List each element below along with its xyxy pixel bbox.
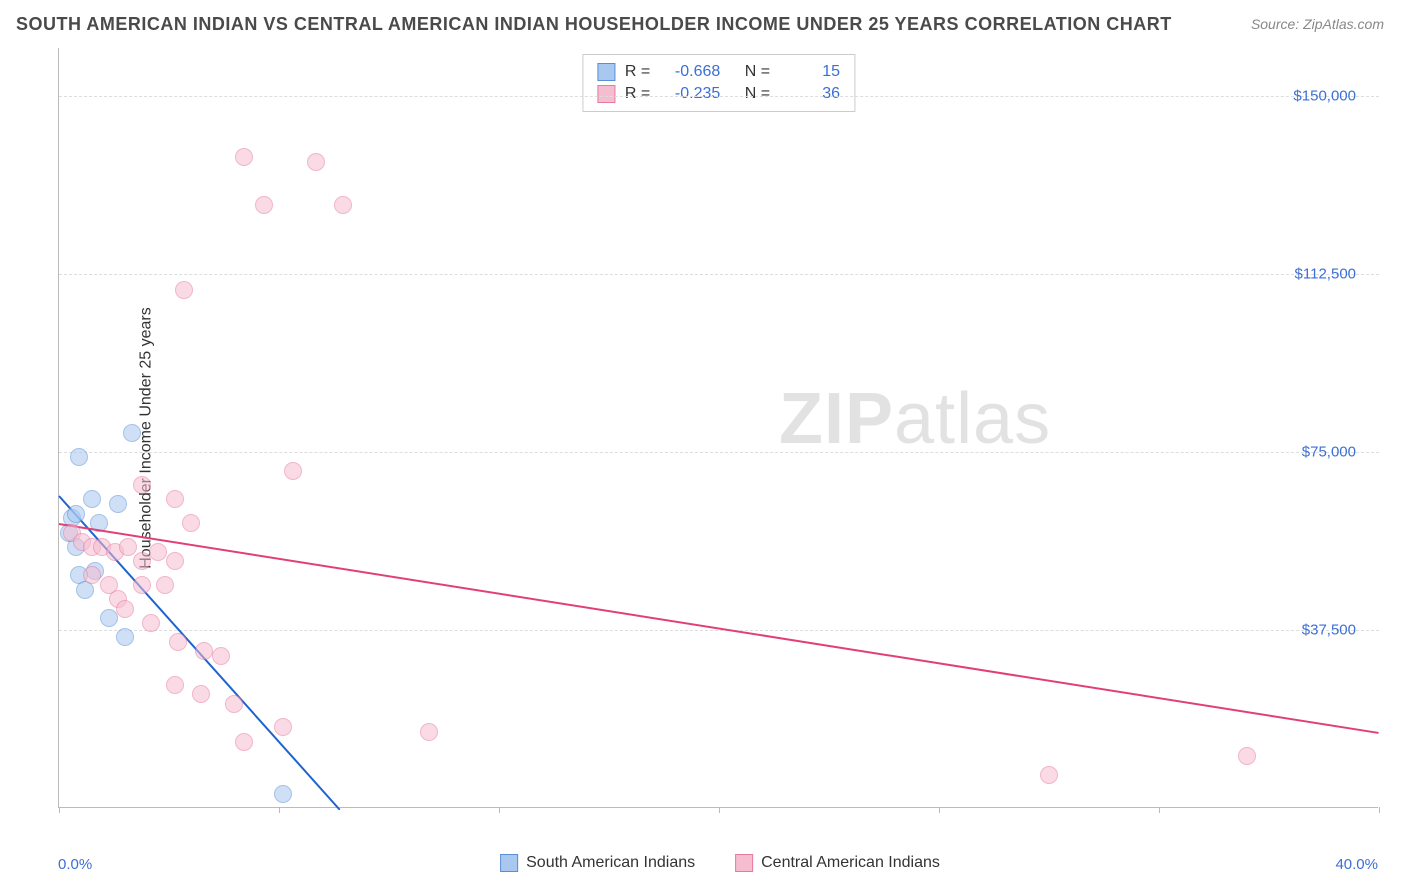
watermark: ZIPatlas [779,378,1051,460]
data-point [235,733,253,751]
gridline [59,630,1379,631]
legend-swatch-0 [597,63,615,81]
r-value-0: -0.668 [660,61,720,83]
legend-swatch-bottom-0 [500,854,518,872]
x-tick [59,807,60,813]
series-name-1: Central American Indians [761,854,940,872]
data-point [142,614,160,632]
data-point [1040,766,1058,784]
gridline [59,274,1379,275]
legend-swatch-1 [597,85,615,103]
data-point [166,676,184,694]
plot-area: ZIPatlas R = -0.668 N = 15 R = -0.235 N … [58,48,1378,808]
data-point [1238,747,1256,765]
data-point [133,476,151,494]
chart-title: SOUTH AMERICAN INDIAN VS CENTRAL AMERICA… [16,14,1172,35]
data-point [175,281,193,299]
r-label-0: R = [625,61,650,83]
data-point [100,609,118,627]
legend-series: South American Indians Central American … [500,854,940,872]
legend-item-0: South American Indians [500,854,695,872]
data-point [334,196,352,214]
data-point [182,514,200,532]
data-point [109,495,127,513]
r-value-1: -0.235 [660,83,720,105]
data-point [166,490,184,508]
data-point [284,462,302,480]
gridline [59,96,1379,97]
data-point [235,148,253,166]
x-max-label: 40.0% [1335,856,1378,873]
data-point [212,647,230,665]
n-value-0: 15 [780,61,840,83]
data-point [225,695,243,713]
x-tick [499,807,500,813]
legend-stats: R = -0.668 N = 15 R = -0.235 N = 36 [582,54,855,112]
data-point [133,552,151,570]
data-point [119,538,137,556]
watermark-zip: ZIP [779,379,894,459]
source-credit: Source: ZipAtlas.com [1251,16,1384,32]
source-label: Source: [1251,16,1299,32]
trendline-1 [59,523,1379,734]
legend-stats-row-0: R = -0.668 N = 15 [597,61,840,83]
data-point [169,633,187,651]
x-min-label: 0.0% [58,856,92,873]
data-point [274,718,292,736]
x-tick [1159,807,1160,813]
n-label-1: N = [745,83,770,105]
data-point [70,448,88,466]
r-label-1: R = [625,83,650,105]
data-point [133,576,151,594]
legend-swatch-bottom-1 [735,854,753,872]
data-point [307,153,325,171]
data-point [274,785,292,803]
y-tick-label: $37,500 [1302,621,1356,638]
x-tick [1379,807,1380,813]
data-point [116,628,134,646]
data-point [123,424,141,442]
source-value: ZipAtlas.com [1303,16,1384,32]
chart-container: Householder Income Under 25 years ZIPatl… [50,48,1390,828]
data-point [255,196,273,214]
data-point [149,543,167,561]
data-point [116,600,134,618]
data-point [156,576,174,594]
y-tick-label: $75,000 [1302,443,1356,460]
data-point [166,552,184,570]
x-tick [719,807,720,813]
data-point [67,505,85,523]
n-value-1: 36 [780,83,840,105]
data-point [420,723,438,741]
x-tick [279,807,280,813]
data-point [192,685,210,703]
legend-item-1: Central American Indians [735,854,940,872]
gridline [59,452,1379,453]
data-point [83,566,101,584]
watermark-atlas: atlas [894,379,1051,459]
data-point [83,490,101,508]
n-label-0: N = [745,61,770,83]
series-name-0: South American Indians [526,854,695,872]
data-point [195,642,213,660]
y-tick-label: $150,000 [1293,87,1356,104]
legend-stats-row-1: R = -0.235 N = 36 [597,83,840,105]
x-tick [939,807,940,813]
y-tick-label: $112,500 [1295,265,1356,282]
